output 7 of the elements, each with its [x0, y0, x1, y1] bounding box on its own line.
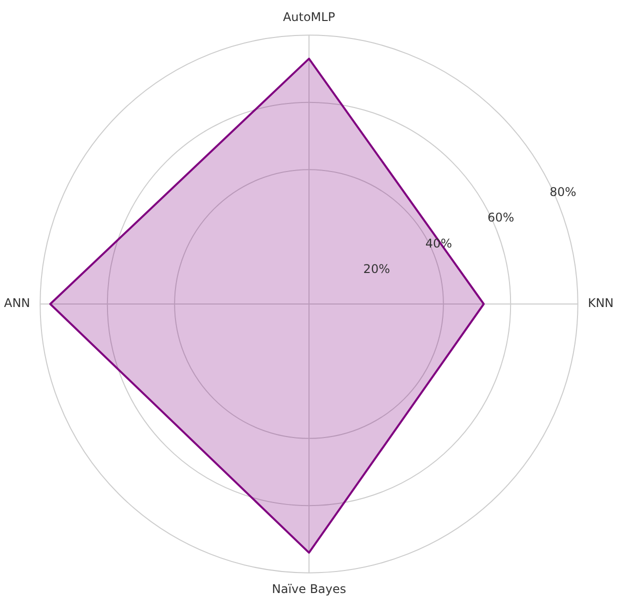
spoke-label: KNN: [588, 296, 614, 310]
spoke-label: ANN: [4, 296, 30, 310]
spoke-label: Naïve Bayes: [272, 582, 346, 596]
y-tick-label: 80%: [550, 184, 576, 199]
y-tick-label: 60%: [487, 210, 514, 225]
spoke-label: AutoMLP: [282, 10, 336, 24]
y-tick-label: 20%: [363, 262, 390, 276]
